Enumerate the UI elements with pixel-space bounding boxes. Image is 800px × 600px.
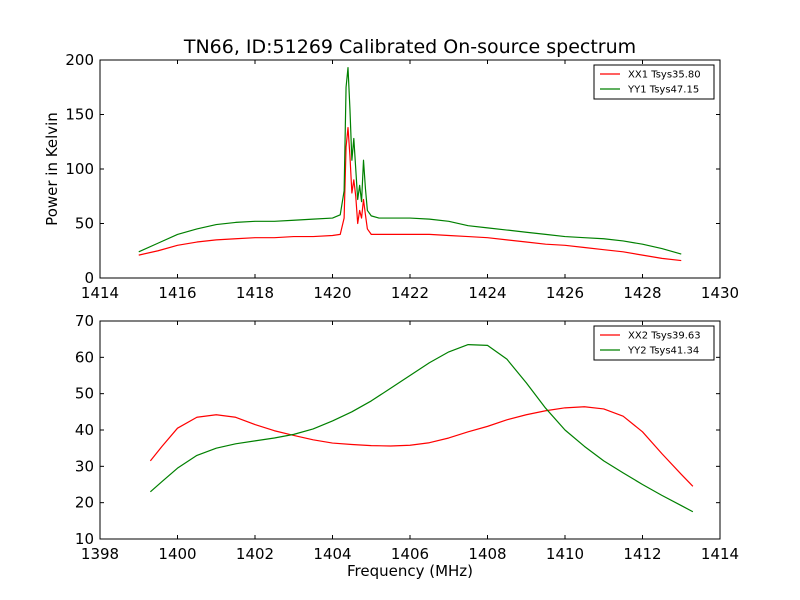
y-tick-label: 10 bbox=[75, 530, 94, 548]
x-axis-label: Frequency (MHz) bbox=[347, 562, 473, 580]
figure-title: TN66, ID:51269 Calibrated On-source spec… bbox=[183, 36, 636, 58]
x-tick-label: 1420 bbox=[313, 284, 351, 302]
x-tick-label: 1412 bbox=[623, 545, 661, 563]
y-tick-label: 100 bbox=[65, 160, 94, 178]
x-tick-label: 1404 bbox=[313, 545, 351, 563]
x-tick-label: 1426 bbox=[546, 284, 584, 302]
series-line-2 bbox=[138, 67, 682, 255]
y-tick-label: 60 bbox=[75, 348, 94, 366]
y-tick-label: 50 bbox=[75, 215, 94, 233]
y-tick-label: 40 bbox=[75, 421, 94, 439]
series-line-1 bbox=[149, 406, 694, 487]
series-line-2 bbox=[149, 344, 694, 513]
y-tick-label: 0 bbox=[84, 269, 94, 287]
x-tick-label: 1414 bbox=[81, 284, 119, 302]
x-tick-label: 1418 bbox=[236, 284, 274, 302]
y-tick-label: 30 bbox=[75, 457, 94, 475]
legend-label: XX1 Tsys35.80 bbox=[628, 70, 701, 81]
bottom-spectrum-panel: 1398 1400 1402 1404 1406 1408 1410 1412 1414 10 20… bbox=[75, 312, 739, 563]
x-tick-label: 1402 bbox=[236, 545, 274, 563]
y-axis-label: Power in Kelvin bbox=[43, 112, 61, 226]
y-tick-label: 20 bbox=[75, 494, 94, 512]
y-tick-label: 50 bbox=[75, 385, 94, 403]
legend-box bbox=[593, 325, 715, 361]
legend-label: XX2 Tsys39.63 bbox=[628, 331, 701, 342]
x-tick-label: 1414 bbox=[701, 545, 739, 563]
legend-label: YY2 Tsys41.34 bbox=[627, 346, 699, 357]
legend-label: YY1 Tsys47.15 bbox=[627, 85, 699, 96]
x-tick-label: 1422 bbox=[391, 284, 429, 302]
x-tick-label: 1408 bbox=[468, 545, 506, 563]
x-tick-label: 1400 bbox=[158, 545, 196, 563]
x-tick-label: 1416 bbox=[158, 284, 196, 302]
x-tick-label: 1406 bbox=[391, 545, 429, 563]
x-tick-label: 1410 bbox=[546, 545, 584, 563]
y-tick-label: 70 bbox=[75, 312, 94, 330]
x-tick-label: 1424 bbox=[468, 284, 506, 302]
y-tick-label: 200 bbox=[65, 51, 94, 69]
x-tick-label: 1428 bbox=[623, 284, 661, 302]
y-tick-label: 150 bbox=[65, 106, 94, 124]
top-spectrum-panel: 1414 1416 1418 1420 1422 1424 1426 1428 1430 0 50 1… bbox=[65, 51, 739, 302]
x-tick-label: 1398 bbox=[81, 545, 119, 563]
x-tick-label: 1430 bbox=[701, 284, 739, 302]
series-line-1 bbox=[138, 126, 682, 262]
legend-box bbox=[593, 64, 715, 100]
